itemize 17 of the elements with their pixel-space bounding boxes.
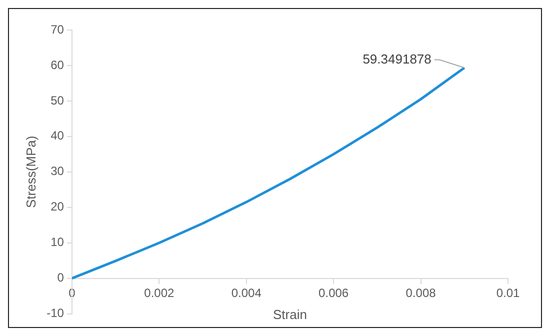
x-axis-title: Strain	[272, 307, 307, 322]
y-tick-label: 50	[50, 93, 64, 108]
x-tick-label: 0.006	[318, 286, 349, 300]
annotation: 59.3491878	[362, 51, 432, 66]
y-tick-label: 0	[57, 270, 64, 285]
x-tick-label: 0.008	[406, 286, 436, 300]
y-axis-title: Stress(MPa)	[23, 136, 38, 208]
y-tick-label: -10	[46, 306, 64, 320]
x-tick-label: 0.01	[496, 286, 520, 300]
y-tick-label: 60	[50, 58, 64, 72]
y-tick-label: 40	[50, 128, 64, 143]
y-tick-label: 10	[50, 235, 64, 250]
y-tick-label: 30	[50, 164, 64, 178]
y-tick-label: 20	[50, 200, 64, 214]
y-tick-label: 70	[50, 22, 64, 36]
x-tick-label: 0.004	[231, 286, 262, 300]
x-tick-label: 0.002	[144, 286, 174, 300]
